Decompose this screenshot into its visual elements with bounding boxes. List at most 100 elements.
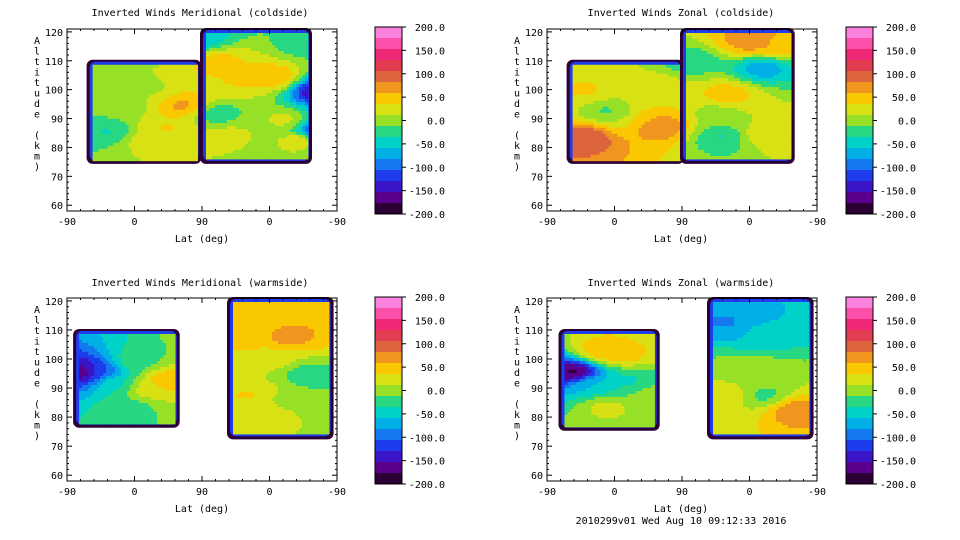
contour-cell bbox=[95, 121, 99, 126]
contour-cell bbox=[293, 111, 297, 115]
contour-cell bbox=[761, 48, 765, 52]
contour-cell bbox=[599, 85, 603, 90]
contour-cell bbox=[257, 135, 261, 139]
contour-cell bbox=[221, 48, 225, 52]
contour-cell bbox=[293, 144, 297, 148]
contour-cell bbox=[134, 145, 138, 150]
contour-cell bbox=[632, 145, 636, 150]
contour-cell bbox=[710, 51, 714, 55]
contour-cell bbox=[263, 60, 267, 64]
contour-cell bbox=[704, 114, 708, 118]
contour-cell bbox=[632, 142, 636, 147]
contour-cell bbox=[755, 63, 759, 67]
contour-cell bbox=[734, 33, 738, 37]
contour-cell bbox=[230, 156, 234, 160]
contour-cell bbox=[689, 135, 693, 139]
contour-cell bbox=[149, 124, 153, 129]
contour-cell bbox=[719, 147, 723, 151]
contour-cell bbox=[95, 148, 99, 153]
contour-cell bbox=[629, 127, 633, 132]
contour-cell bbox=[740, 141, 744, 145]
contour-cell bbox=[728, 141, 732, 145]
contour-cell bbox=[692, 120, 696, 124]
contour-cell bbox=[254, 123, 258, 127]
contour-cell bbox=[191, 76, 195, 81]
contour-cell bbox=[596, 67, 600, 72]
contour-cell bbox=[674, 70, 678, 75]
contour-cell bbox=[287, 93, 291, 97]
contour-cell bbox=[674, 79, 678, 84]
contour-cell bbox=[302, 33, 306, 37]
contour-cell bbox=[122, 115, 126, 120]
contour-cell bbox=[734, 51, 738, 55]
contour-cell bbox=[284, 90, 288, 94]
contour-cell bbox=[635, 109, 639, 114]
contour-cell bbox=[278, 78, 282, 82]
contour-cell bbox=[209, 72, 213, 76]
contour-cell bbox=[722, 36, 726, 40]
contour-cell bbox=[605, 91, 609, 96]
contour-cell bbox=[671, 82, 675, 87]
contour-cell bbox=[131, 130, 135, 135]
contour-cell bbox=[752, 81, 756, 85]
contour-cell bbox=[206, 141, 210, 145]
contour-cell bbox=[758, 51, 762, 55]
contour-cell bbox=[158, 97, 162, 102]
contour-cell bbox=[299, 117, 303, 121]
contour-cell bbox=[587, 121, 591, 126]
contour-cell bbox=[704, 33, 708, 37]
contour-cell bbox=[719, 111, 723, 115]
contour-cell bbox=[266, 99, 270, 103]
contour-cell bbox=[92, 94, 96, 99]
contour-cell bbox=[275, 87, 279, 91]
contour-cell bbox=[656, 103, 660, 108]
contour-cell bbox=[755, 132, 759, 136]
contour-cell bbox=[110, 115, 114, 120]
contour-cell bbox=[686, 135, 690, 139]
contour-cell bbox=[188, 88, 192, 93]
contour-cell bbox=[221, 120, 225, 124]
contour-cell bbox=[245, 153, 249, 157]
contour-cell bbox=[212, 42, 216, 46]
contour-cell bbox=[248, 147, 252, 151]
contour-cell bbox=[716, 45, 720, 49]
contour-cell bbox=[296, 114, 300, 118]
contour-cell bbox=[137, 109, 141, 114]
contour-cell bbox=[713, 153, 717, 157]
contour-cell bbox=[230, 123, 234, 127]
contour-cell bbox=[260, 93, 264, 97]
contour-cell bbox=[293, 156, 297, 160]
contour-cell bbox=[284, 72, 288, 76]
contour-cell bbox=[620, 106, 624, 111]
contour-cell bbox=[182, 103, 186, 108]
contour-cell bbox=[761, 33, 765, 37]
contour-cell bbox=[710, 72, 714, 76]
contour-cell bbox=[665, 130, 669, 135]
contour-cell bbox=[173, 100, 177, 105]
contour-cell bbox=[668, 130, 672, 135]
contour-cell bbox=[656, 97, 660, 102]
contour-cell bbox=[119, 106, 123, 111]
contour-cell bbox=[662, 142, 666, 147]
contour-cell bbox=[119, 139, 123, 144]
contour-cell bbox=[644, 106, 648, 111]
contour-cell bbox=[302, 153, 306, 157]
contour-cell bbox=[587, 130, 591, 135]
contour-cell bbox=[656, 118, 660, 123]
contour-cell bbox=[713, 81, 717, 85]
contour-cell bbox=[191, 91, 195, 96]
contour-cell bbox=[218, 33, 222, 37]
contour-cell bbox=[677, 103, 681, 108]
contour-cell bbox=[242, 39, 246, 43]
contour-cell bbox=[749, 75, 753, 79]
contour-cell bbox=[293, 78, 297, 82]
contour-cell bbox=[731, 114, 735, 118]
contour-cell bbox=[158, 64, 162, 69]
contour-cell bbox=[758, 66, 762, 70]
contour-cell bbox=[689, 132, 693, 136]
contour-cell bbox=[635, 67, 639, 72]
contour-cell bbox=[635, 142, 639, 147]
contour-cell bbox=[674, 148, 678, 153]
contour-cell bbox=[713, 57, 717, 61]
contour-cell bbox=[587, 127, 591, 132]
